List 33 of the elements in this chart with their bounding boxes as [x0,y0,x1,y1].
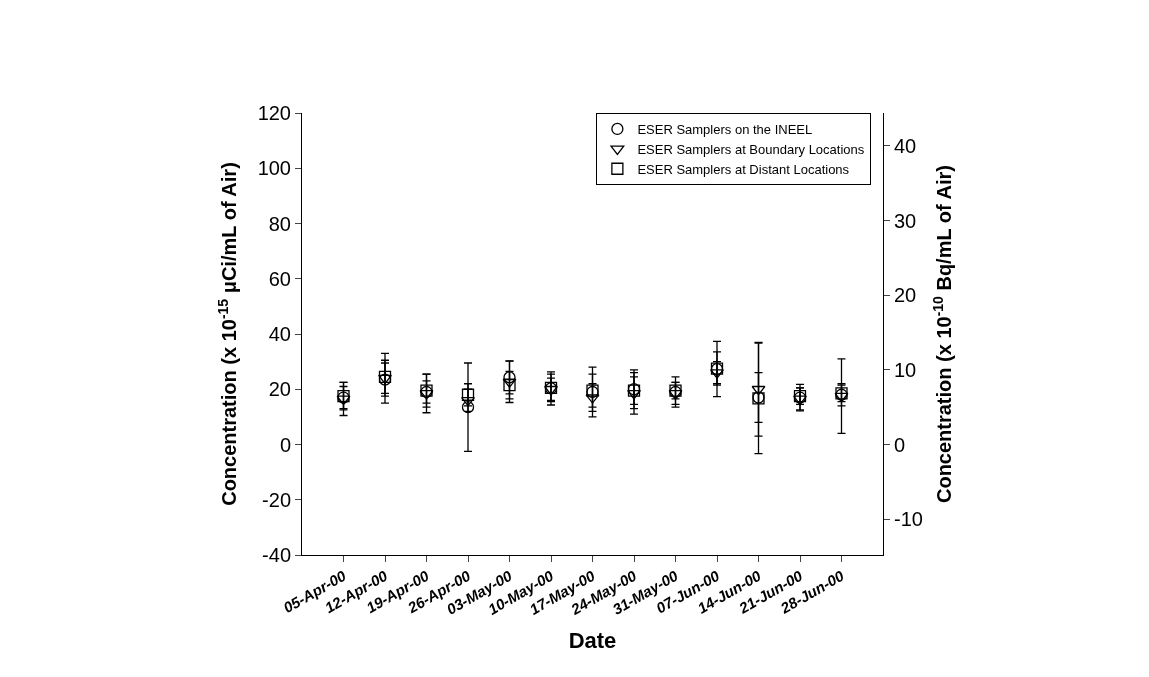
y-tick-label: -20 [262,488,291,511]
point [627,389,641,400]
y2-tick-label: 10 [894,358,917,381]
legend-label: ESER Samplers at Distant Locations [637,161,850,177]
point [336,395,351,406]
legend-label: ESER Samplers at Boundary Locations [637,141,865,157]
y-tick-label: 60 [268,267,291,290]
y-tick-label: -40 [262,544,291,566]
y-tick-label: 20 [268,378,291,401]
point [503,378,516,392]
y2-tick-label: 30 [894,209,917,232]
y2-tick-label: 0 [894,433,906,456]
point [503,371,516,384]
y-tick-label: 100 [257,157,291,180]
point [419,389,434,400]
y2-tick-label: 40 [894,134,917,157]
y-tick-label: 80 [268,212,291,235]
point [710,369,724,379]
point [461,401,475,414]
y-tick-label: 0 [279,433,291,456]
y2-tick-label: -10 [894,508,923,531]
y-tick-label: 120 [257,102,291,124]
point [793,395,807,406]
x-axis-title: Date [568,628,617,654]
y2-tick-label: 20 [894,284,917,307]
point [461,388,475,401]
legend-label: ESER Samplers on the INEEL [637,122,813,138]
point [751,385,766,396]
point [461,396,475,407]
point [668,389,683,400]
y-tick-label: 40 [268,323,291,345]
point [834,392,849,403]
point [544,385,558,396]
